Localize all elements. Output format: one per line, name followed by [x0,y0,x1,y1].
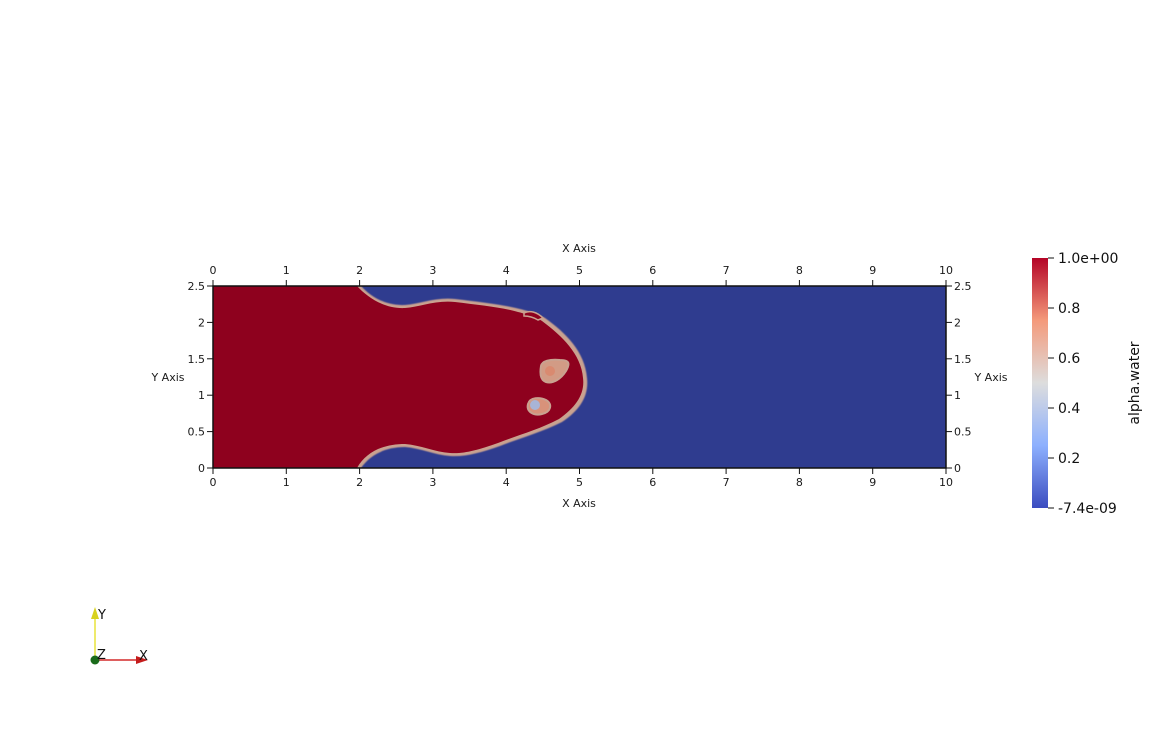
water-region [213,286,584,468]
orientation-y-arrow [91,607,99,619]
x-tick-top-label: 10 [939,264,953,277]
y-tick-right-label: 2 [954,316,961,329]
color-legend: 1.0e+00 0.8 0.6 0.4 0.2 -7.4e-09 alpha.water [1032,251,1143,517]
orientation-y-label: Y [97,608,106,623]
y-tick-right-label: 1 [954,389,961,402]
x-tick-bottom-label: 7 [723,476,730,489]
color-legend-label: 0.6 [1058,351,1080,367]
bubble-upper-core [545,366,555,376]
x-tick-top-label: 1 [283,264,290,277]
color-legend-label: 1.0e+00 [1058,251,1118,267]
x-tick-bottom-label: 3 [429,476,436,489]
x-tick-top-label: 3 [429,264,436,277]
color-legend-label: 0.2 [1058,451,1080,467]
y-axis-right: 0 0.5 1 1.5 2 2.5 [946,280,972,475]
x-tick-top-label: 7 [723,264,730,277]
front-ripple [523,310,545,321]
x-axis-title-bottom: X Axis [562,497,596,510]
x-tick-top-label: 2 [356,264,363,277]
orientation-z-axis [90,655,100,665]
color-legend-labels: 1.0e+00 0.8 0.6 0.4 0.2 -7.4e-09 [1048,251,1118,517]
color-legend-label: -7.4e-09 [1058,501,1117,517]
y-tick-right-label: 0 [954,462,961,475]
x-axis-bottom: 0 1 2 3 4 5 6 7 8 9 10 [210,468,953,489]
orientation-axes: Y X Z [90,607,148,665]
x-tick-bottom-label: 10 [939,476,953,489]
x-tick-bottom-label: 6 [649,476,656,489]
x-tick-bottom-label: 2 [356,476,363,489]
x-tick-bottom-label: 1 [283,476,290,489]
y-axis-left: 0 0.5 1 1.5 2 2.5 [188,280,213,475]
bubble-lower-core [530,400,540,410]
x-tick-top-label: 8 [796,264,803,277]
y-tick-left-label: 1 [198,389,205,402]
color-legend-label: 0.8 [1058,301,1080,317]
y-axis-title-right: Y Axis [973,371,1007,384]
field-plot [213,286,946,468]
y-tick-left-label: 1.5 [188,353,206,366]
x-tick-bottom-label: 5 [576,476,583,489]
x-tick-top-label: 4 [503,264,510,277]
x-axis-top: 0 1 2 3 4 5 6 7 8 9 10 [210,264,953,286]
x-tick-top-label: 5 [576,264,583,277]
y-tick-left-label: 2.5 [188,280,206,293]
y-tick-left-label: 2 [198,316,205,329]
y-tick-right-label: 1.5 [954,353,972,366]
y-tick-left-label: 0 [198,462,205,475]
x-tick-bottom-label: 8 [796,476,803,489]
color-legend-bar [1032,258,1048,508]
y-tick-left-label: 0.5 [188,426,206,439]
x-tick-top-label: 9 [869,264,876,277]
orientation-z-label: Z [97,648,106,663]
y-tick-right-label: 2.5 [954,280,972,293]
color-legend-title: alpha.water [1127,341,1143,424]
color-legend-label: 0.4 [1058,401,1080,417]
x-tick-bottom-label: 9 [869,476,876,489]
y-axis-title-left: Y Axis [150,371,184,384]
x-axis-title-top: X Axis [562,242,596,255]
y-tick-right-label: 0.5 [954,426,972,439]
x-tick-bottom-label: 0 [210,476,217,489]
orientation-x-arrow [136,656,148,664]
x-tick-bottom-label: 4 [503,476,510,489]
x-tick-top-label: 6 [649,264,656,277]
x-tick-top-label: 0 [210,264,217,277]
orientation-x-label: X [139,649,148,664]
